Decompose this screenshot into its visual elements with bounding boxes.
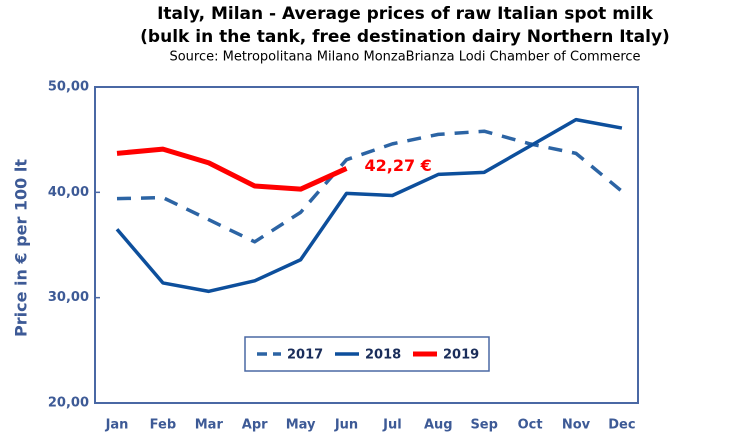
legend-box xyxy=(244,336,490,372)
chart-subtitle: (bulk in the tank, free destination dair… xyxy=(140,27,670,47)
series-line xyxy=(116,146,348,192)
chart-title: Italy, Milan - Average prices of raw Ita… xyxy=(157,4,654,24)
x-tick-label: Mar xyxy=(195,418,224,433)
x-tick-label: Oct xyxy=(518,418,543,433)
legend-label: 2019 xyxy=(443,348,479,363)
chart-source: Source: Metropolitana Milano MonzaBrianz… xyxy=(169,50,640,65)
y-tick-label: 30,00 xyxy=(48,290,89,305)
x-tick-label: May xyxy=(286,418,316,433)
series-line xyxy=(116,129,624,244)
x-tick-label: Feb xyxy=(150,418,176,433)
data-label: 42,27 € xyxy=(365,156,432,175)
x-tick-label: Apr xyxy=(242,418,268,433)
legend-label: 2017 xyxy=(287,348,323,363)
series-line xyxy=(115,117,623,294)
x-tick-label: Jun xyxy=(334,418,358,433)
x-tick-label: Sep xyxy=(470,418,498,433)
y-tick-label: 50,00 xyxy=(48,80,89,95)
y-tick-label: 40,00 xyxy=(48,185,89,200)
x-tick-label: Jul xyxy=(382,418,402,433)
plot-frame xyxy=(94,86,639,404)
y-tick-label: 20,00 xyxy=(48,396,89,411)
legend-label: 2018 xyxy=(365,348,401,363)
x-tick-label: Dec xyxy=(608,418,635,433)
y-axis-label: Price in € per 100 lt xyxy=(12,159,31,337)
x-tick-label: Jan xyxy=(105,418,129,433)
x-tick-label: Nov xyxy=(562,418,591,433)
x-tick-label: Aug xyxy=(424,418,453,433)
